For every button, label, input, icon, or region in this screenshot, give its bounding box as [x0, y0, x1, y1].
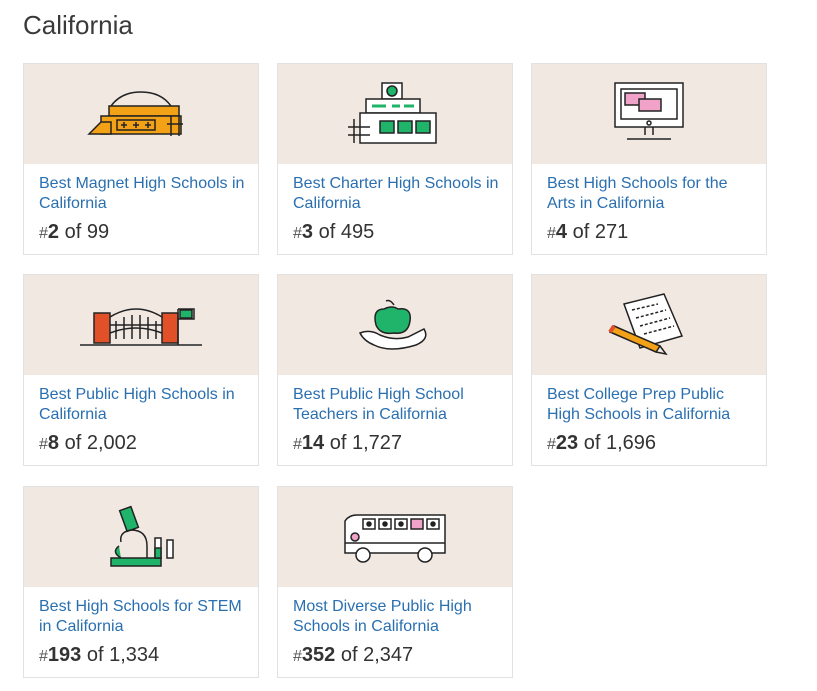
ranking-card[interactable]: Best High Schools for STEM in California…: [23, 486, 259, 678]
card-illustration: [278, 64, 512, 164]
rank-number: 193: [47, 644, 82, 666]
rank-number: 352: [301, 644, 336, 666]
card-rank: #23 of 1,696: [547, 432, 657, 454]
school-bus-icon: [344, 514, 446, 563]
magnet-school-icon: [87, 91, 183, 136]
card-illustration: [24, 487, 258, 587]
ranking-card[interactable]: Best Public High Schools in California #…: [23, 274, 259, 466]
card-title[interactable]: Best High Schools for the Arts in Califo…: [547, 175, 728, 212]
card-title[interactable]: Best Public High School Teachers in Cali…: [293, 386, 464, 423]
pencil-paper-icon: [608, 293, 684, 356]
computer-arts-icon: [614, 82, 684, 140]
card-title[interactable]: Best Public High Schools in California: [39, 386, 235, 423]
rank-number: 2: [47, 221, 60, 243]
microscope-icon: [110, 505, 174, 567]
rank-total: of 2,347: [340, 644, 414, 666]
card-title[interactable]: Best Charter High Schools in California: [293, 175, 499, 212]
card-illustration: [532, 275, 766, 375]
card-rank: #352 of 2,347: [293, 644, 414, 666]
card-title[interactable]: Best Magnet High Schools in California: [39, 175, 245, 212]
card-title[interactable]: Most Diverse Public High Schools in Cali…: [293, 598, 472, 635]
ranking-card[interactable]: Best Charter High Schools in California …: [277, 63, 513, 255]
apple-hand-icon: [358, 299, 427, 350]
charter-school-icon: [348, 82, 437, 144]
card-title[interactable]: Best College Prep Public High Schools in…: [547, 386, 731, 423]
rank-total: of 271: [572, 221, 629, 243]
ranking-card[interactable]: Best High Schools for the Arts in Califo…: [531, 63, 767, 255]
card-rank: #8 of 2,002: [39, 432, 137, 454]
rank-number: 4: [555, 221, 568, 243]
card-illustration: [24, 275, 258, 375]
rank-total: of 495: [318, 221, 375, 243]
card-title[interactable]: Best High Schools for STEM in California: [39, 598, 242, 635]
rank-number: 8: [47, 432, 60, 454]
rank-total: of 1,727: [329, 432, 403, 454]
card-illustration: [278, 487, 512, 587]
card-rank: #2 of 99: [39, 221, 110, 243]
ranking-card[interactable]: Best College Prep Public High Schools in…: [531, 274, 767, 466]
card-illustration: [532, 64, 766, 164]
card-rank: #14 of 1,727: [293, 432, 403, 454]
rank-total: of 1,334: [86, 644, 160, 666]
ranking-card[interactable]: Most Diverse Public High Schools in Cali…: [277, 486, 513, 678]
public-school-bridge-icon: [80, 308, 202, 346]
card-illustration: [278, 275, 512, 375]
card-rank: #3 of 495: [293, 221, 375, 243]
rank-total: of 2,002: [64, 432, 137, 454]
rank-number: 23: [555, 432, 579, 454]
card-illustration: [24, 64, 258, 164]
rank-total: of 99: [64, 221, 110, 243]
ranking-card[interactable]: Best Magnet High Schools in California #…: [23, 63, 259, 255]
card-rank: #193 of 1,334: [39, 644, 160, 666]
card-rank: #4 of 271: [547, 221, 629, 243]
rank-number: 14: [301, 432, 325, 454]
ranking-card[interactable]: Best Public High School Teachers in Cali…: [277, 274, 513, 466]
page-title: California: [23, 10, 133, 40]
rank-total: of 1,696: [583, 432, 657, 454]
rank-number: 3: [301, 221, 314, 243]
